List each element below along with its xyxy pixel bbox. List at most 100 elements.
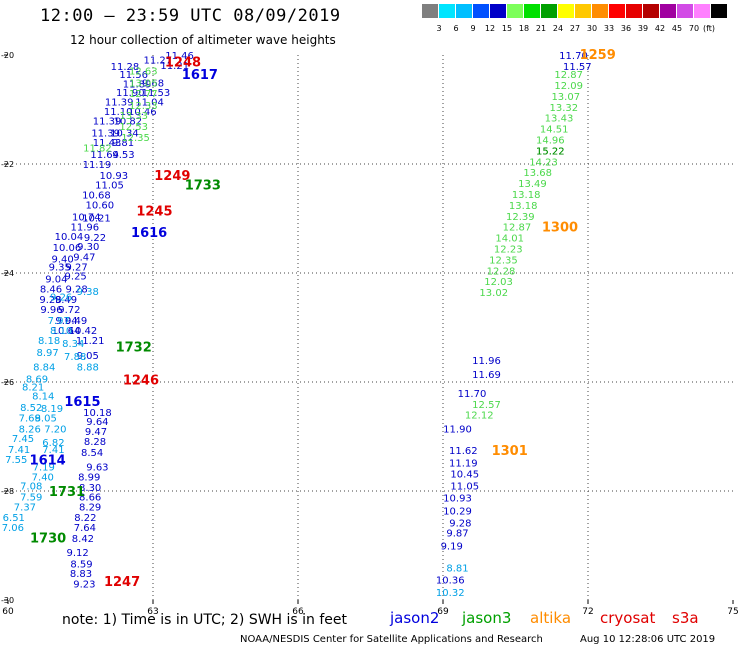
wave-height-value: 10.46 [128, 107, 157, 118]
wave-height-value: 8.21 [22, 382, 44, 393]
wave-height-value: 8.99 [78, 472, 100, 483]
wave-height-value: 8.84 [33, 363, 55, 374]
wave-height-value: 11.96 [71, 223, 100, 234]
pass-time-label: 1247 [104, 575, 140, 590]
scale-label: 27 [569, 24, 581, 33]
wave-height-value: 8.10 [50, 326, 72, 337]
scale-label: 15 [501, 24, 513, 33]
wave-height-value: 7.97 [48, 316, 70, 327]
wave-height-value: 12.35 [121, 133, 150, 144]
chart-subtitle: 12 hour collection of altimeter wave hei… [70, 33, 336, 47]
wave-height-value: 12.57 [472, 400, 501, 411]
wave-height-value: 12.77 [129, 89, 158, 100]
scale-swatch [541, 4, 557, 18]
wave-height-value: 9.47 [73, 253, 95, 264]
wave-height-value: 9.49 [65, 316, 87, 327]
wave-height-value: 9.05 [77, 351, 99, 362]
wave-height-value: 11.19 [449, 459, 478, 470]
map-axes: 60 63 66 69 72 75 -20 -22 -24 -26 -28 -30 [1, 51, 739, 617]
wave-height-value: 11.10 [104, 107, 133, 118]
pass-time-label: 1615 [64, 395, 100, 410]
scale-label: 18 [518, 24, 530, 33]
wave-height-value: 7.88 [64, 352, 86, 363]
pass-time-label: 1300 [542, 221, 578, 236]
wave-height-value: 8.88 [77, 363, 99, 374]
wave-height-value: 9.72 [58, 305, 80, 316]
wave-height-value: 11.43 [93, 138, 122, 149]
wave-height-value: 7.69 [19, 413, 41, 424]
wave-height-value: 13.32 [550, 103, 579, 114]
wave-height-value: 7.41 [8, 445, 30, 456]
scale-label: 6 [453, 24, 459, 33]
wave-height-value: 8.29 [79, 502, 101, 513]
wave-height-value: 10.64 [52, 326, 81, 337]
x-tick-label: 72 [582, 607, 593, 617]
satellite-label: s3a [672, 609, 699, 627]
wave-height-value: 11.21 [76, 336, 105, 347]
wave-height-value: 12.28 [487, 266, 516, 277]
scale-swatch [439, 4, 455, 18]
wave-height-value: 10.82 [114, 116, 143, 127]
wave-height-value: 9.38 [77, 287, 99, 298]
wave-height-value: 10.18 [83, 408, 112, 419]
wave-height-value: 11.05 [450, 482, 479, 493]
wave-height-value: 8.66 [79, 492, 101, 503]
wave-height-value: 8.19 [41, 404, 63, 415]
wave-height-value: 9.19 [441, 542, 463, 553]
wave-height-value: 8.69 [26, 375, 48, 386]
y-tick-label: -20 [1, 51, 14, 60]
wave-height-value: 8.05 [35, 413, 57, 424]
scale-swatch [660, 4, 676, 18]
wave-height-value: 9.53 [112, 150, 134, 161]
wave-height-value: 11.39 [93, 116, 122, 127]
wave-height-value: 10.06 [53, 243, 82, 254]
wave-height-value: 9.28 [66, 284, 88, 295]
scale-label: 70 [688, 24, 700, 33]
wave-height-value: 10.34 [110, 128, 139, 139]
scale-swatch [422, 4, 438, 18]
wave-height-value: 8.14 [32, 392, 54, 403]
wave-height-value: 13.07 [551, 92, 580, 103]
wave-height-value: 7.37 [14, 502, 36, 513]
scale-label: 9 [470, 24, 476, 33]
wave-height-value: 11.82 [83, 144, 112, 155]
wave-height-value: 14.23 [529, 157, 558, 168]
footer-note: note: 1) Time is in UTC; 2) SWH is in fe… [62, 612, 348, 628]
pass-time-label: 1617 [182, 68, 218, 83]
wave-height-value: 8.81 [446, 563, 468, 574]
wave-height-value: 10.42 [69, 326, 98, 337]
wave-height-value: 9.49 [55, 295, 77, 306]
wave-height-value: 11.57 [563, 62, 592, 73]
wave-height-value: 13.43 [545, 114, 574, 125]
wave-height-value: 10.04 [55, 232, 84, 243]
wave-height-value: 15.22 [536, 146, 565, 157]
pass-time-label: 1733 [185, 179, 221, 194]
wave-height-value: 9.28 [449, 519, 471, 530]
scale-label: 36 [620, 24, 632, 33]
scale-label: 42 [654, 24, 666, 33]
wave-height-value: 10.93 [443, 494, 472, 505]
wave-height-value: 15.22 [536, 146, 565, 157]
scale-label: 33 [603, 24, 615, 33]
scale-swatch [524, 4, 540, 18]
wave-height-value: 12.23 [494, 244, 523, 255]
wave-height-value: 7.45 [12, 434, 34, 445]
scale-swatch [575, 4, 591, 18]
wave-height-value: 11.21 [160, 61, 189, 72]
wave-height-value: 13.68 [523, 168, 552, 179]
wave-height-value: 11.04 [135, 97, 164, 108]
wave-height-value: 14.51 [540, 125, 569, 136]
wave-height-value: 9.23 [73, 580, 95, 591]
pass-time-label: 1301 [492, 444, 528, 459]
wave-height-value: 11.39 [91, 128, 120, 139]
wave-height-value: 11.05 [95, 181, 124, 192]
wave-height-value: 8.22 [74, 513, 96, 524]
scale-swatch [507, 4, 523, 18]
wave-height-value: 8.46 [40, 284, 62, 295]
wave-height-value: 12.09 [554, 81, 583, 92]
pass-time-label: 1616 [131, 226, 167, 241]
wave-height-value: 7.40 [32, 472, 54, 483]
scale-label: 24 [552, 24, 564, 33]
wave-height-value: 11.90 [443, 424, 472, 435]
